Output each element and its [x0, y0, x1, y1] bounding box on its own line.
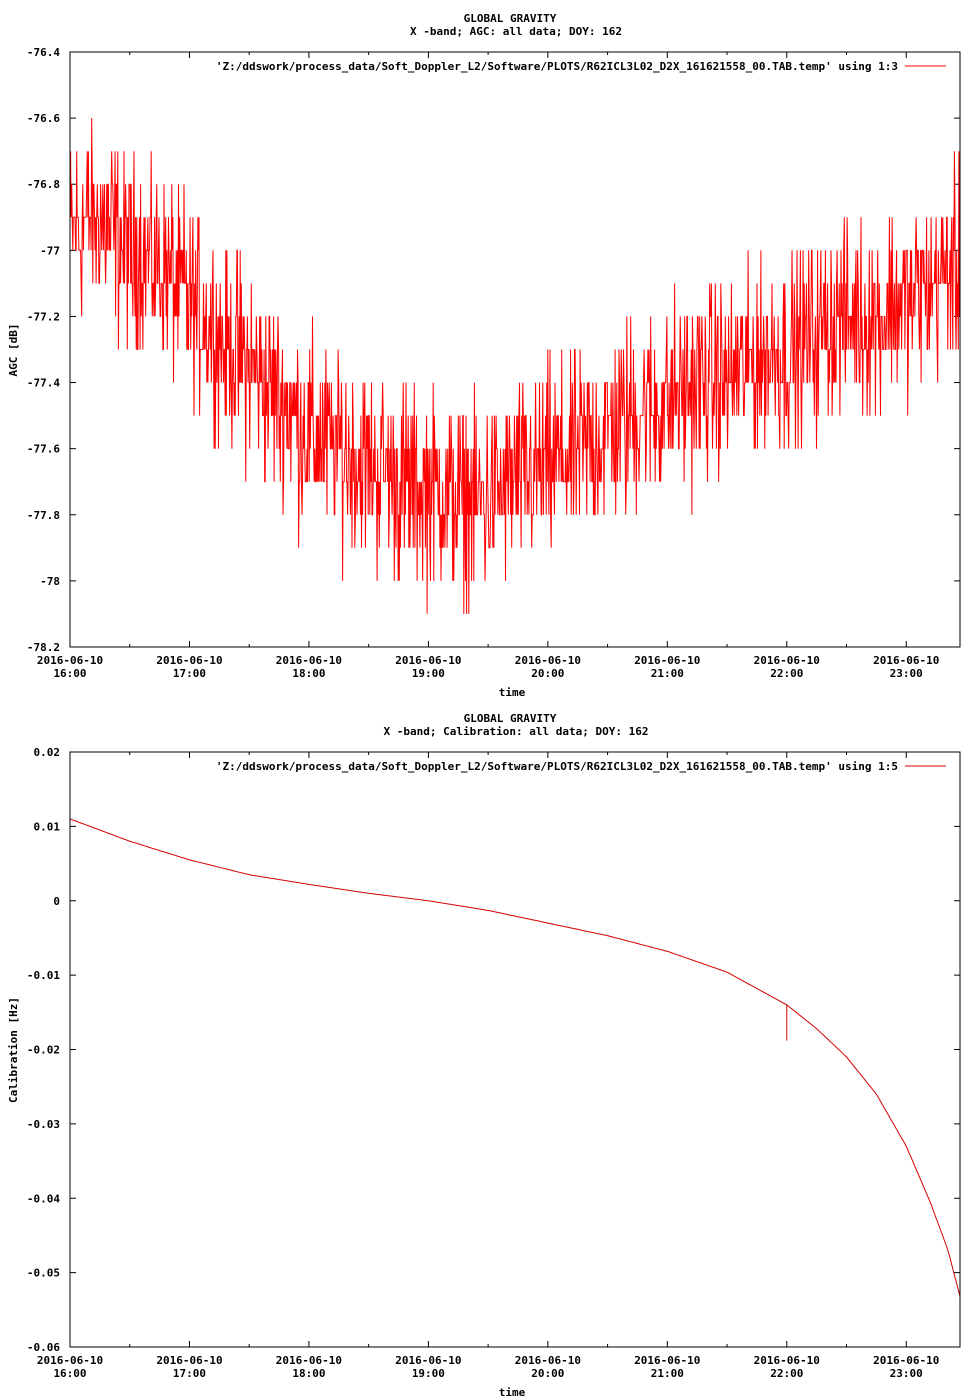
- y-tick-label: -77.6: [27, 443, 60, 456]
- chart-title: GLOBAL GRAVITY: [464, 12, 557, 25]
- chart-subtitle: X -band; AGC: all data; DOY: 162: [410, 25, 622, 38]
- agc-chart: GLOBAL GRAVITY X -band; AGC: all data; D…: [7, 12, 961, 699]
- x-tick-date: 2016-06-10: [754, 1354, 820, 1367]
- x-tick-time: 16:00: [53, 667, 86, 680]
- y-tick-label: -0.04: [27, 1192, 60, 1205]
- y-tick-label: -77: [40, 244, 60, 257]
- legend-label: 'Z:/ddswork/process_data/Soft_Doppler_L2…: [216, 60, 898, 73]
- y-tick-label: -0.02: [27, 1044, 60, 1057]
- x-tick-date: 2016-06-10: [634, 1354, 700, 1367]
- y-tick-label: -76.4: [27, 46, 60, 59]
- x-tick-date: 2016-06-10: [515, 1354, 581, 1367]
- x-tick-date: 2016-06-10: [754, 654, 820, 667]
- x-tick-date: 2016-06-10: [395, 654, 461, 667]
- x-tick-time: 21:00: [651, 667, 684, 680]
- x-tick-time: 23:00: [890, 667, 923, 680]
- y-tick-label: 0: [53, 895, 60, 908]
- x-tick-time: 18:00: [292, 1367, 325, 1380]
- x-tick-time: 16:00: [53, 1367, 86, 1380]
- y-tick-label: -0.01: [27, 969, 60, 982]
- x-tick-date: 2016-06-10: [156, 654, 222, 667]
- legend-label: 'Z:/ddswork/process_data/Soft_Doppler_L2…: [216, 760, 898, 773]
- y-tick-label: -76.6: [27, 112, 60, 125]
- y-tick-label: -78: [40, 575, 60, 588]
- y-tick-label: -77.4: [27, 377, 60, 390]
- x-tick-date: 2016-06-10: [873, 654, 939, 667]
- x-tick-date: 2016-06-10: [156, 1354, 222, 1367]
- x-tick-date: 2016-06-10: [37, 654, 103, 667]
- x-tick-date: 2016-06-10: [873, 1354, 939, 1367]
- y-axis-label: AGC [dB]: [7, 324, 20, 377]
- series-line: [69, 118, 961, 614]
- x-tick-date: 2016-06-10: [276, 654, 342, 667]
- x-tick-time: 19:00: [412, 1367, 445, 1380]
- x-tick-time: 23:00: [890, 1367, 923, 1380]
- x-tick-time: 20:00: [531, 1367, 564, 1380]
- x-tick-date: 2016-06-10: [515, 654, 581, 667]
- chart-title: GLOBAL GRAVITY: [464, 712, 557, 725]
- y-tick-label: -77.8: [27, 509, 60, 522]
- plot-frame: [69, 51, 961, 648]
- x-tick-time: 20:00: [531, 667, 564, 680]
- x-tick-time: 22:00: [770, 1367, 803, 1380]
- chart-subtitle: X -band; Calibration: all data; DOY: 162: [384, 725, 649, 738]
- y-tick-label: -77.2: [27, 310, 60, 323]
- x-tick-time: 19:00: [412, 667, 445, 680]
- y-tick-label: 0.01: [34, 820, 61, 833]
- y-tick-label: -76.8: [27, 178, 60, 191]
- y-tick-label: -0.05: [27, 1267, 60, 1280]
- x-tick-time: 17:00: [173, 1367, 206, 1380]
- x-tick-date: 2016-06-10: [276, 1354, 342, 1367]
- y-tick-label: -78.2: [27, 641, 60, 654]
- series-line: [69, 818, 961, 1297]
- x-axis-label: time: [499, 686, 526, 699]
- x-tick-time: 18:00: [292, 667, 325, 680]
- calibration-chart: GLOBAL GRAVITY X -band; Calibration: all…: [7, 712, 961, 1399]
- y-tick-label: -0.03: [27, 1118, 60, 1131]
- x-tick-time: 21:00: [651, 1367, 684, 1380]
- plot-frame: [69, 751, 961, 1348]
- x-tick-date: 2016-06-10: [634, 654, 700, 667]
- x-tick-time: 22:00: [770, 667, 803, 680]
- x-tick-time: 17:00: [173, 667, 206, 680]
- y-tick-label: 0.02: [34, 746, 61, 759]
- x-tick-date: 2016-06-10: [37, 1354, 103, 1367]
- y-tick-label: -0.06: [27, 1341, 60, 1354]
- x-tick-date: 2016-06-10: [395, 1354, 461, 1367]
- y-axis-label: Calibration [Hz]: [7, 997, 20, 1103]
- x-axis-label: time: [499, 1386, 526, 1399]
